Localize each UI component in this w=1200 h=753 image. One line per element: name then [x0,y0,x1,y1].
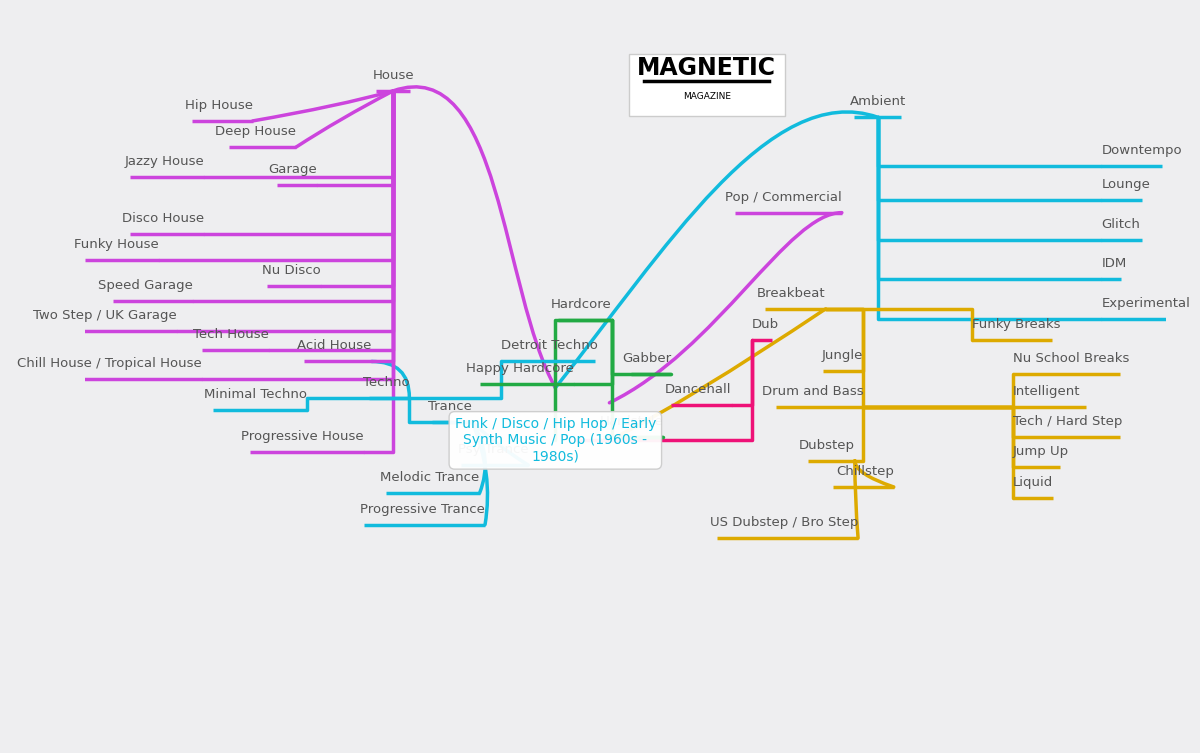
Text: Funk / Disco / Hip Hop / Early
Synth Music / Pop (1960s -
1980s): Funk / Disco / Hip Hop / Early Synth Mus… [455,417,656,464]
Text: Hardstyle: Hardstyle [600,415,664,428]
Text: Garage: Garage [269,163,318,175]
FancyBboxPatch shape [629,54,785,116]
Text: Acid House: Acid House [298,340,372,352]
Text: Funky House: Funky House [73,238,158,251]
Text: Psy Trance: Psy Trance [457,444,528,456]
Text: Progressive House: Progressive House [241,430,364,443]
Text: Tech House: Tech House [193,328,269,341]
Text: Hip House: Hip House [185,99,252,112]
Text: Experimental: Experimental [1102,297,1190,309]
Text: MAGNETIC: MAGNETIC [637,56,776,81]
Text: Dubstep: Dubstep [799,439,854,452]
Text: Detroit Techno: Detroit Techno [502,340,598,352]
Text: Jungle: Jungle [822,349,864,362]
Text: Trance: Trance [428,400,472,413]
Text: Hardcore: Hardcore [551,298,612,311]
Text: Liquid: Liquid [1013,476,1052,489]
Text: Deep House: Deep House [215,125,296,139]
Text: Pop / Commercial: Pop / Commercial [725,191,842,203]
Text: US Dubstep / Bro Step: US Dubstep / Bro Step [709,516,858,529]
Text: Lounge: Lounge [1102,178,1151,191]
Text: Breakbeat: Breakbeat [757,287,826,300]
Text: Chillstep: Chillstep [836,465,894,478]
Text: Nu School Breaks: Nu School Breaks [1013,352,1129,365]
Text: IDM: IDM [1102,257,1127,270]
Text: Speed Garage: Speed Garage [98,279,193,292]
Text: Progressive Trance: Progressive Trance [360,502,485,516]
Text: Glitch: Glitch [1102,218,1140,230]
Text: Dancehall: Dancehall [665,383,732,396]
Text: Dub: Dub [752,319,779,331]
Text: Chill House / Tropical House: Chill House / Tropical House [17,357,202,370]
Text: MAGAZINE: MAGAZINE [683,93,731,102]
Text: Jump Up: Jump Up [1013,445,1069,458]
Text: Jazzy House: Jazzy House [124,155,204,169]
Text: Downtempo: Downtempo [1102,144,1182,157]
Text: Nu Disco: Nu Disco [262,264,320,277]
Text: Ambient: Ambient [850,95,906,108]
Text: Drum and Bass: Drum and Bass [762,385,864,398]
Text: Gabber: Gabber [622,352,671,365]
Text: Techno: Techno [362,376,409,389]
Text: Happy Hardcore: Happy Hardcore [466,362,574,375]
Text: Two Step / UK Garage: Two Step / UK Garage [34,309,176,322]
Text: Minimal Techno: Minimal Techno [204,389,307,401]
Text: Tech / Hard Step: Tech / Hard Step [1013,415,1122,428]
Text: Intelligent: Intelligent [1013,385,1080,398]
Text: Disco House: Disco House [122,212,204,224]
Text: Funky Breaks: Funky Breaks [972,319,1060,331]
Text: Melodic Trance: Melodic Trance [380,471,480,484]
Text: House: House [372,69,414,82]
